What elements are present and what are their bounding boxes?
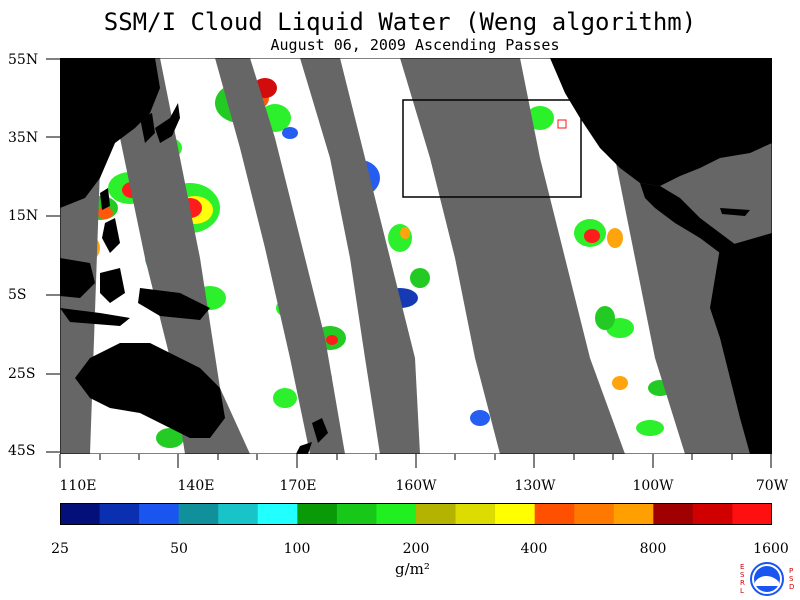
lon-label-70w: 70W (755, 478, 789, 494)
lon-label-160w: 160W (395, 478, 437, 494)
lat-label-55n: 55N (8, 52, 39, 68)
colorbar-segment (732, 503, 772, 525)
colorbar-label-25: 25 (51, 541, 69, 557)
colorbar-segment (455, 503, 496, 525)
lat-label-35n: 35N (8, 130, 39, 146)
colorbar-segment (653, 503, 694, 525)
logo-letter-r: R (740, 579, 745, 587)
land-masses (60, 58, 772, 454)
noaa-logo: E S R L P S D (740, 562, 794, 596)
lon-label-140e: 140E (177, 478, 215, 494)
colorbar-segment (336, 503, 377, 525)
colorbar (60, 503, 772, 525)
colorbar-segment (534, 503, 575, 525)
colorbar-segment (297, 503, 338, 525)
colorbar-units: g/m² (395, 560, 430, 578)
colorbar-segment (257, 503, 298, 525)
map-title: SSM/I Cloud Liquid Water (Weng algorithm… (103, 8, 697, 36)
colorbar-label-200: 200 (402, 541, 430, 557)
colorbar-label-1600: 1600 (753, 541, 789, 557)
colorbar-segment (416, 503, 457, 525)
colorbar-label-800: 800 (639, 541, 667, 557)
colorbar-label-100: 100 (283, 541, 311, 557)
lon-label-110e: 110E (59, 478, 97, 494)
logo-letter-e: E (740, 563, 744, 571)
map-subtitle: August 06, 2009 Ascending Passes (270, 36, 560, 54)
colorbar-segment (99, 503, 140, 525)
logo-letter-s2: S (789, 575, 794, 583)
lon-label-130w: 130W (514, 478, 556, 494)
colorbar-segment (495, 503, 536, 525)
colorbar-segment (60, 503, 101, 525)
colorbar-segment (139, 503, 180, 525)
map-panel (60, 58, 772, 454)
lat-label-25s: 25S (8, 366, 36, 382)
logo-letter-p: P (789, 567, 793, 575)
logo-letter-l: L (740, 587, 744, 595)
small-region-box (557, 119, 567, 129)
lat-label-5s: 5S (8, 287, 27, 303)
colorbar-segment (376, 503, 417, 525)
colorbar-segment (218, 503, 259, 525)
lat-label-15n: 15N (8, 208, 39, 224)
logo-letter-s: S (740, 571, 745, 579)
logo-bird (755, 576, 779, 586)
colorbar-segment (692, 503, 733, 525)
colorbar-segment (613, 503, 654, 525)
region-box (402, 99, 582, 198)
lon-label-100w: 100W (632, 478, 674, 494)
colorbar-label-400: 400 (520, 541, 548, 557)
colorbar-border (60, 503, 772, 525)
colorbar-segment (178, 503, 219, 525)
colorbar-label-50: 50 (170, 541, 188, 557)
logo-letter-d: D (789, 583, 794, 591)
lat-label-45s: 45S (8, 443, 36, 459)
lon-label-170e: 170E (279, 478, 317, 494)
colorbar-segment (574, 503, 615, 525)
